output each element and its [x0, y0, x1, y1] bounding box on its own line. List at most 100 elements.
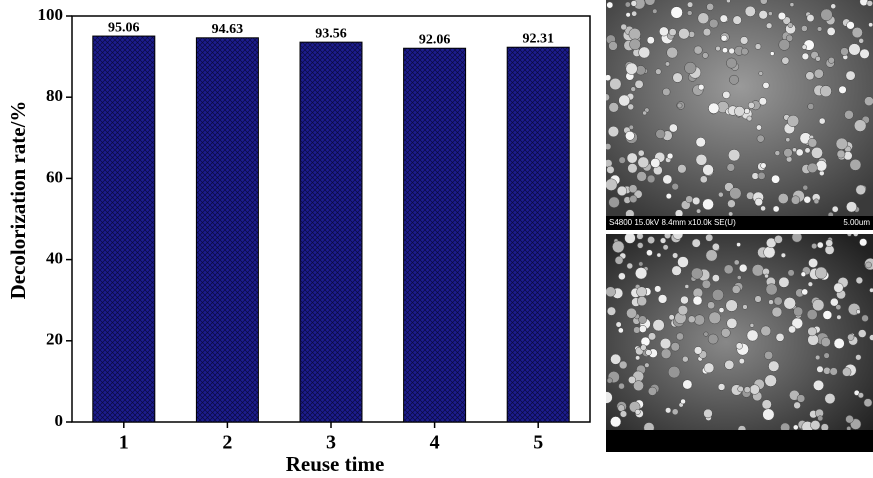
particle: [750, 385, 760, 395]
particle: [854, 120, 866, 132]
particle: [830, 298, 838, 306]
particle: [802, 53, 809, 60]
particle: [755, 44, 761, 50]
particle: [698, 84, 704, 90]
particle: [790, 3, 794, 7]
particle: [625, 2, 630, 7]
bar: [300, 42, 362, 422]
particle: [607, 166, 615, 174]
particle: [630, 39, 641, 50]
particle: [784, 148, 793, 157]
particle: [868, 23, 872, 27]
particle: [703, 28, 711, 36]
particle: [626, 12, 631, 17]
particle: [811, 420, 821, 430]
particle: [744, 387, 750, 393]
particle: [761, 163, 767, 169]
particle: [704, 409, 713, 418]
particle: [721, 328, 730, 337]
x-tick-label: 2: [222, 432, 232, 454]
particle: [685, 62, 697, 74]
particle: [639, 262, 643, 266]
particle: [737, 243, 741, 247]
particle: [802, 289, 808, 295]
particle: [773, 206, 779, 212]
particle: [794, 307, 803, 316]
particle: [718, 383, 725, 390]
y-tick-label: 100: [38, 5, 64, 24]
particle: [813, 380, 823, 390]
particle: [791, 196, 800, 205]
particle: [646, 250, 652, 256]
particle: [756, 125, 761, 130]
particle: [758, 172, 765, 179]
particle: [708, 103, 719, 114]
particle: [788, 326, 795, 333]
particle: [729, 75, 738, 84]
particle: [712, 289, 723, 300]
particle: [837, 315, 842, 320]
particle: [668, 366, 680, 378]
image-caption: S4800 15.0kV 8.4mm x10.0k SE(U): [609, 218, 736, 227]
particle: [801, 272, 806, 277]
particle: [856, 185, 866, 195]
particle: [610, 416, 621, 427]
particle: [609, 41, 618, 50]
particle: [605, 75, 611, 81]
particle: [770, 52, 774, 56]
particle: [635, 356, 639, 360]
particle: [815, 56, 820, 61]
particle: [827, 27, 835, 35]
particle: [858, 393, 863, 398]
particle: [696, 137, 706, 147]
particle: [673, 73, 683, 83]
particle: [607, 378, 612, 383]
particle: [831, 4, 836, 9]
particle: [709, 312, 721, 324]
particle: [647, 36, 654, 43]
particle: [832, 206, 838, 212]
particle: [688, 316, 695, 323]
particle: [682, 356, 688, 362]
particle: [774, 297, 782, 305]
particle: [823, 367, 830, 374]
particle: [706, 250, 717, 261]
particle: [667, 47, 678, 58]
particle: [779, 39, 790, 50]
particle: [638, 150, 644, 156]
particle: [819, 171, 824, 176]
particle: [806, 72, 814, 80]
particle: [618, 273, 625, 280]
particle: [844, 110, 853, 119]
particle: [616, 322, 621, 327]
particle: [752, 264, 764, 276]
particle: [694, 315, 704, 325]
particle: [676, 333, 683, 340]
particle: [678, 28, 689, 39]
particle: [663, 245, 668, 250]
particle: [808, 282, 813, 287]
particle: [635, 80, 643, 88]
particle: [694, 346, 702, 354]
particle: [618, 328, 623, 333]
particle: [830, 368, 838, 376]
particle: [805, 148, 810, 153]
particle: [856, 354, 862, 360]
particle: [764, 246, 776, 258]
particle: [729, 48, 735, 54]
particle: [867, 0, 873, 6]
particle: [732, 285, 740, 293]
particle: [759, 71, 763, 75]
particle: [738, 386, 744, 392]
particle: [846, 202, 856, 212]
particle: [630, 195, 637, 202]
particle: [847, 21, 855, 29]
particle: [632, 11, 637, 16]
particle: [601, 392, 613, 404]
particle: [683, 380, 692, 389]
y-axis-label: Decolorization rate/%: [6, 101, 30, 300]
particle: [856, 310, 860, 314]
particle: [716, 46, 721, 51]
particle: [774, 235, 782, 243]
particle: [660, 238, 666, 244]
